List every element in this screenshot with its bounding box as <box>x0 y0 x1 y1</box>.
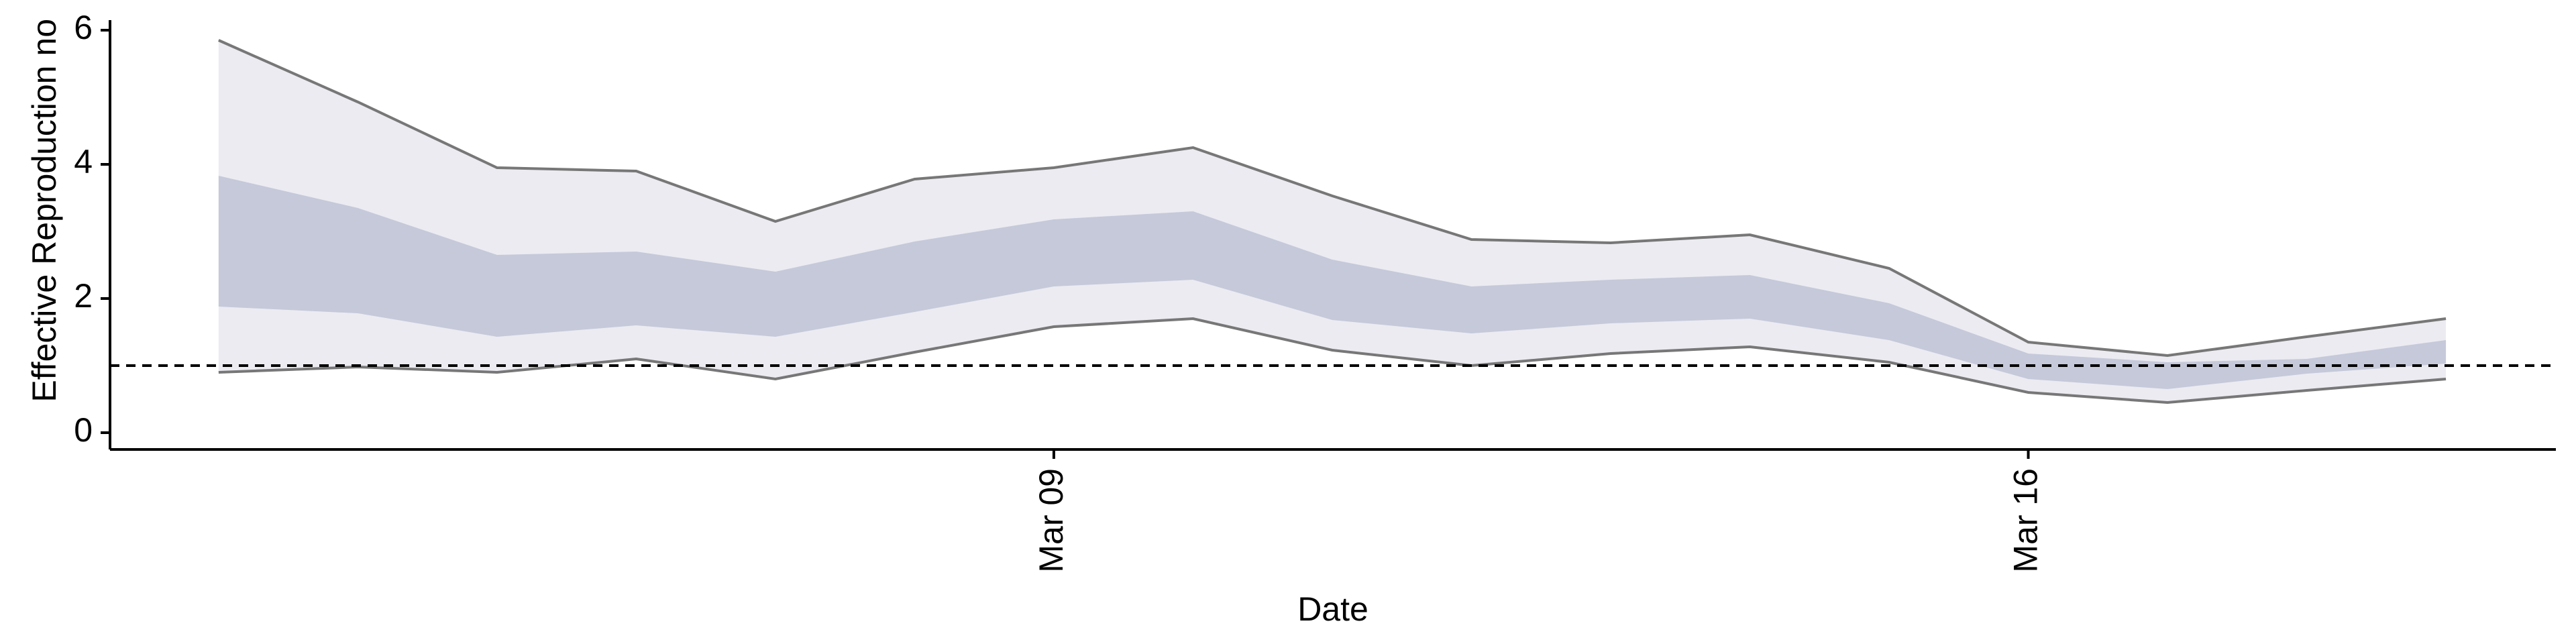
y-tick-label: 0 <box>74 411 93 449</box>
y-tick-label: 2 <box>74 277 93 315</box>
ribbon <box>218 176 2447 389</box>
x-tick-label: Mar 16 <box>2007 468 2045 573</box>
x-axis-title: Date <box>1297 590 1368 628</box>
x-tick-label: Mar 09 <box>1032 468 1070 573</box>
ribbon-edge <box>218 39 2447 358</box>
y-axis-title: Effective Reproduction no <box>25 19 63 402</box>
ribbon <box>218 40 2447 402</box>
y-tick-label: 4 <box>74 143 93 180</box>
y-tick-label: 6 <box>74 9 93 46</box>
ribbon-edge <box>218 317 2447 405</box>
